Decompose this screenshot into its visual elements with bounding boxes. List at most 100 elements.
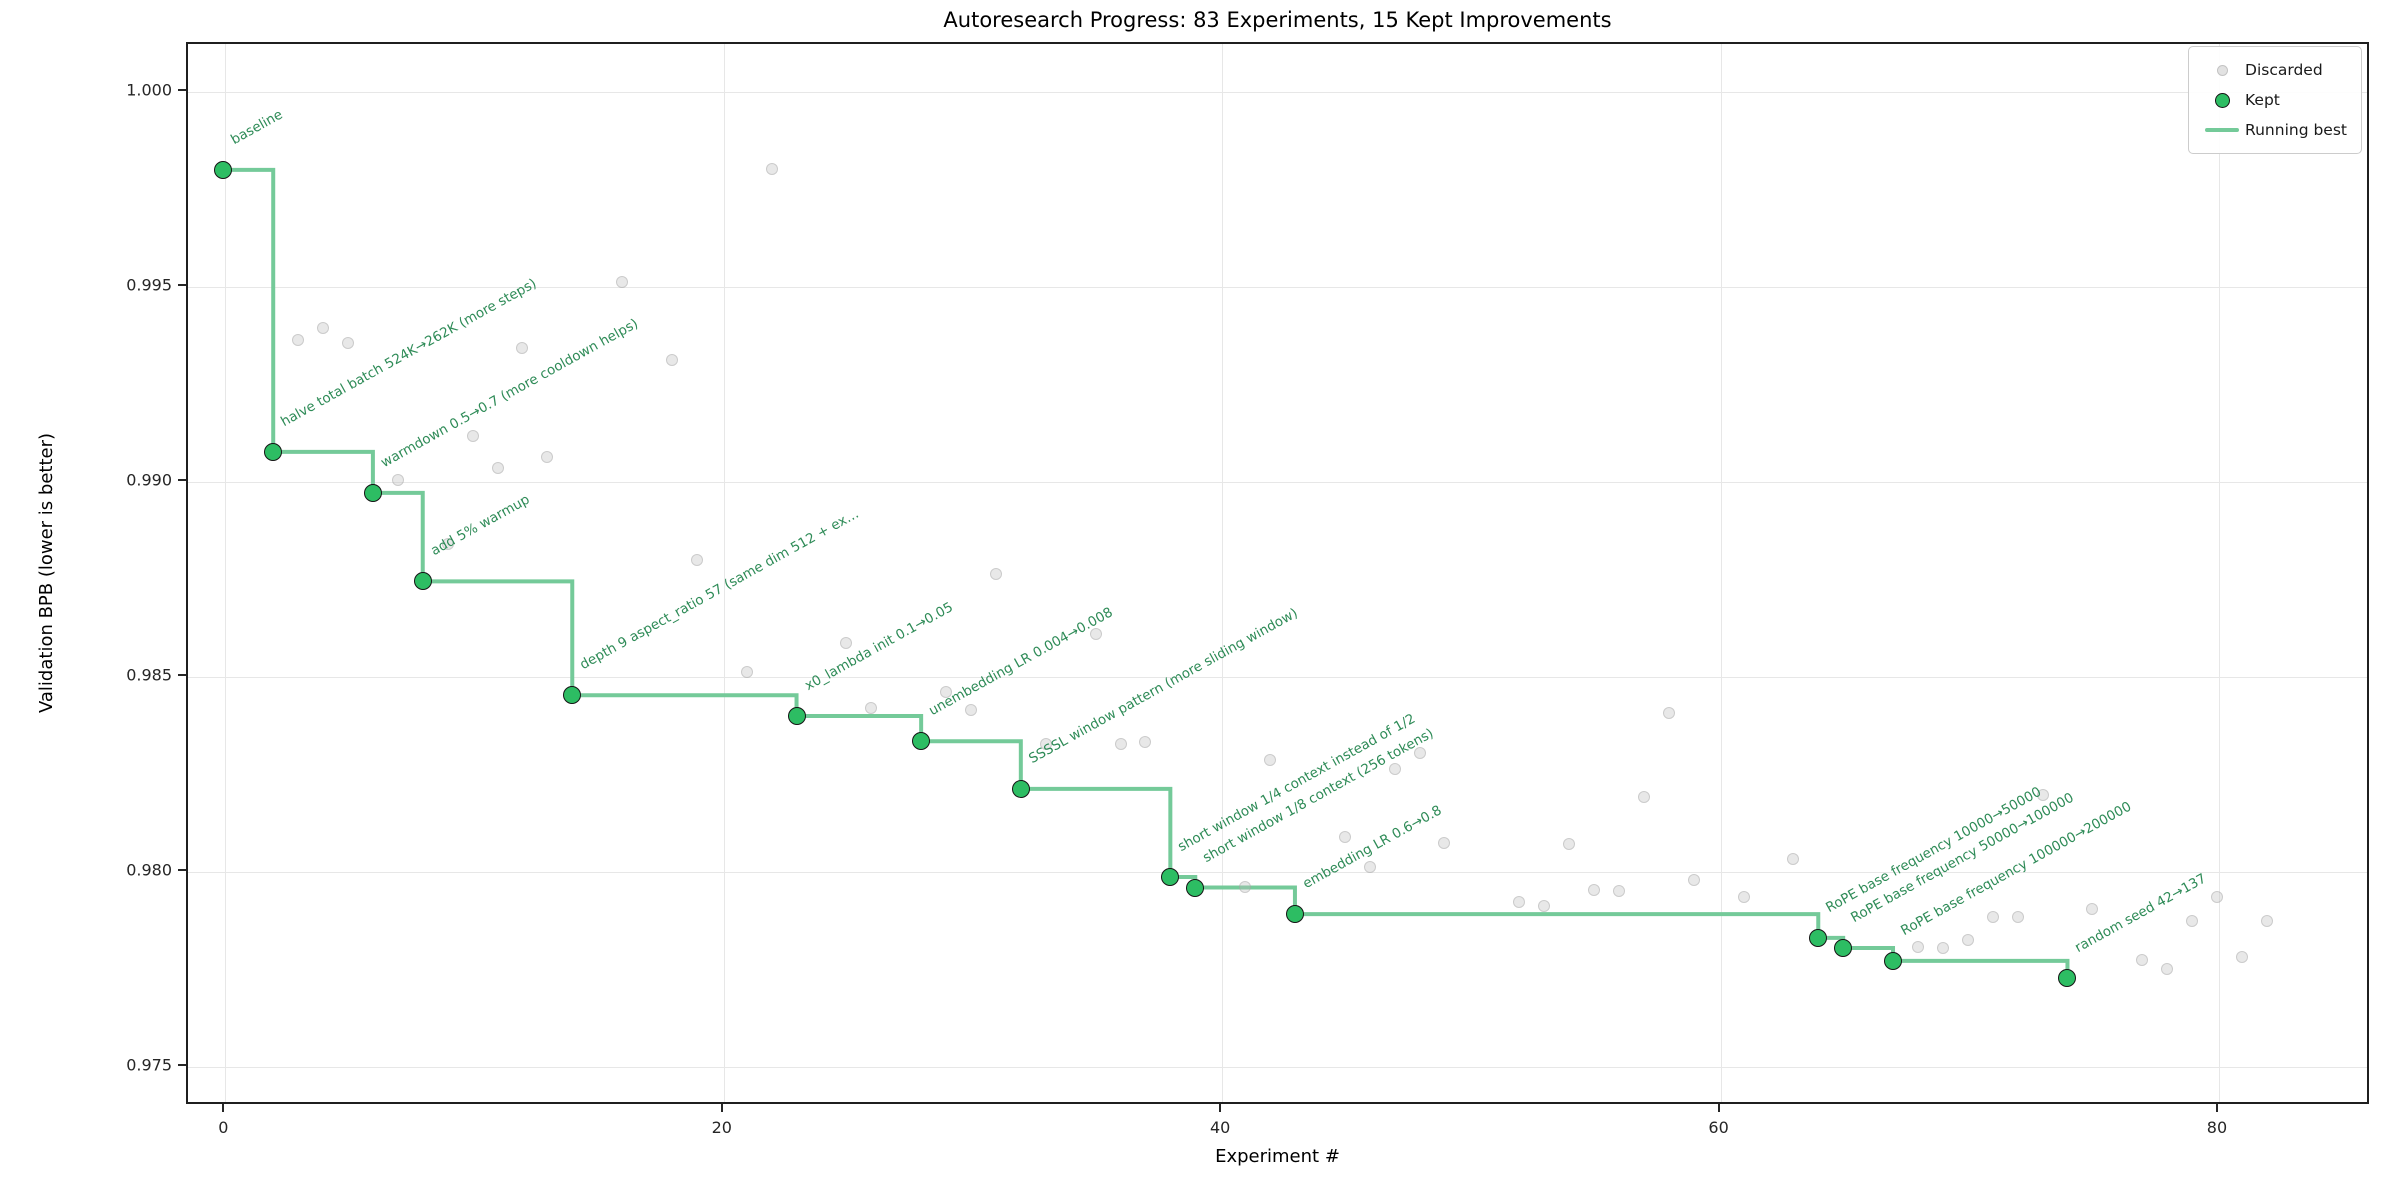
discarded-point xyxy=(1687,874,1700,887)
legend-item-running-best: Running best xyxy=(2199,115,2347,145)
y-tick-mark xyxy=(178,1063,186,1066)
discarded-point xyxy=(341,337,354,350)
kept-point xyxy=(1186,878,1205,897)
discarded-point xyxy=(1662,706,1675,719)
x-tick-label: 20 xyxy=(711,1118,732,1137)
discarded-point xyxy=(690,553,703,566)
discarded-marker-icon xyxy=(2216,64,2228,76)
discarded-point xyxy=(2136,954,2149,967)
legend-label-discarded: Discarded xyxy=(2245,61,2323,79)
discarded-point xyxy=(740,665,753,678)
kept-point xyxy=(413,572,432,591)
discarded-point xyxy=(2186,915,2199,928)
x-tick-label: 40 xyxy=(1209,1118,1231,1137)
y-tick-label: 0.980 xyxy=(126,860,172,880)
discarded-point xyxy=(1787,853,1800,866)
x-tick-label: 80 xyxy=(2206,1118,2228,1137)
x-gridline xyxy=(1222,44,1224,1102)
kept-point xyxy=(214,160,233,179)
y-tick-mark xyxy=(178,478,186,481)
x-tick-mark xyxy=(720,1104,723,1112)
discarded-point xyxy=(1239,881,1252,894)
discarded-point xyxy=(1538,899,1551,912)
y-gridline xyxy=(188,1066,2367,1068)
plot-area xyxy=(186,42,2369,1104)
running-best-line-icon xyxy=(2205,128,2240,132)
discarded-point xyxy=(466,429,479,442)
legend-label-running-best: Running best xyxy=(2245,121,2347,139)
discarded-point xyxy=(441,537,454,550)
discarded-point xyxy=(1413,746,1426,759)
discarded-point xyxy=(1563,837,1576,850)
legend-item-kept: Kept xyxy=(2199,85,2347,115)
discarded-point xyxy=(765,163,778,176)
discarded-point xyxy=(1637,791,1650,804)
legend-item-discarded: Discarded xyxy=(2199,55,2347,85)
x-tick-mark xyxy=(2215,1104,2218,1112)
discarded-point xyxy=(1986,911,1999,924)
discarded-point xyxy=(292,333,305,346)
y-gridline xyxy=(188,676,2367,678)
legend: Discarded Kept Running best xyxy=(2188,46,2362,154)
discarded-point xyxy=(964,704,977,717)
x-tick-label: 60 xyxy=(1708,1118,1729,1137)
discarded-point xyxy=(1264,754,1277,766)
discarded-point xyxy=(1612,885,1625,898)
discarded-point xyxy=(1139,736,1152,749)
discarded-point xyxy=(516,342,529,355)
discarded-point xyxy=(1936,941,1949,954)
discarded-point xyxy=(1114,738,1127,751)
discarded-point xyxy=(2036,789,2049,802)
discarded-point xyxy=(1911,940,1924,953)
discarded-point xyxy=(616,275,629,288)
x-gridline xyxy=(2218,44,2220,1102)
y-tick-mark xyxy=(178,673,186,676)
discarded-point xyxy=(1388,762,1401,775)
x-gridline xyxy=(723,44,725,1102)
y-gridline xyxy=(188,481,2367,483)
discarded-point xyxy=(2260,914,2273,927)
y-gridline xyxy=(188,286,2367,288)
discarded-point xyxy=(1513,895,1526,908)
discarded-point xyxy=(1338,830,1351,843)
discarded-point xyxy=(989,567,1002,580)
kept-point xyxy=(1285,905,1304,924)
kept-point xyxy=(1834,938,1853,957)
kept-point xyxy=(787,706,806,725)
x-axis-label: Experiment # xyxy=(1215,1146,1340,1167)
discarded-point xyxy=(865,702,878,715)
y-tick-mark xyxy=(178,283,186,286)
x-gridline xyxy=(1720,44,1722,1102)
x-tick-mark xyxy=(1717,1104,1720,1112)
discarded-point xyxy=(2235,950,2248,963)
y-gridline xyxy=(188,871,2367,873)
discarded-point xyxy=(391,473,404,486)
kept-point xyxy=(1011,779,1030,798)
discarded-point xyxy=(1587,883,1600,896)
kept-marker-icon xyxy=(2214,92,2230,108)
kept-point xyxy=(363,483,382,502)
y-gridline xyxy=(188,91,2367,93)
discarded-point xyxy=(2011,911,2024,924)
x-tick-mark xyxy=(1219,1104,1222,1112)
x-tick-label: 0 xyxy=(218,1118,229,1137)
discarded-point xyxy=(840,637,853,649)
discarded-point xyxy=(2161,963,2174,976)
x-gridline xyxy=(225,44,227,1102)
y-tick-label: 0.975 xyxy=(126,1055,172,1075)
kept-point xyxy=(1884,951,1903,970)
y-tick-label: 1.000 xyxy=(126,80,172,100)
discarded-point xyxy=(1089,628,1102,641)
discarded-point xyxy=(2210,890,2223,903)
y-tick-mark xyxy=(178,868,186,871)
discarded-point xyxy=(541,450,554,463)
kept-point xyxy=(912,732,931,751)
discarded-point xyxy=(940,686,953,699)
kept-point xyxy=(2058,969,2077,988)
y-tick-label: 0.995 xyxy=(126,275,172,295)
legend-label-kept: Kept xyxy=(2245,91,2280,109)
discarded-point xyxy=(491,461,504,474)
discarded-point xyxy=(1737,890,1750,903)
